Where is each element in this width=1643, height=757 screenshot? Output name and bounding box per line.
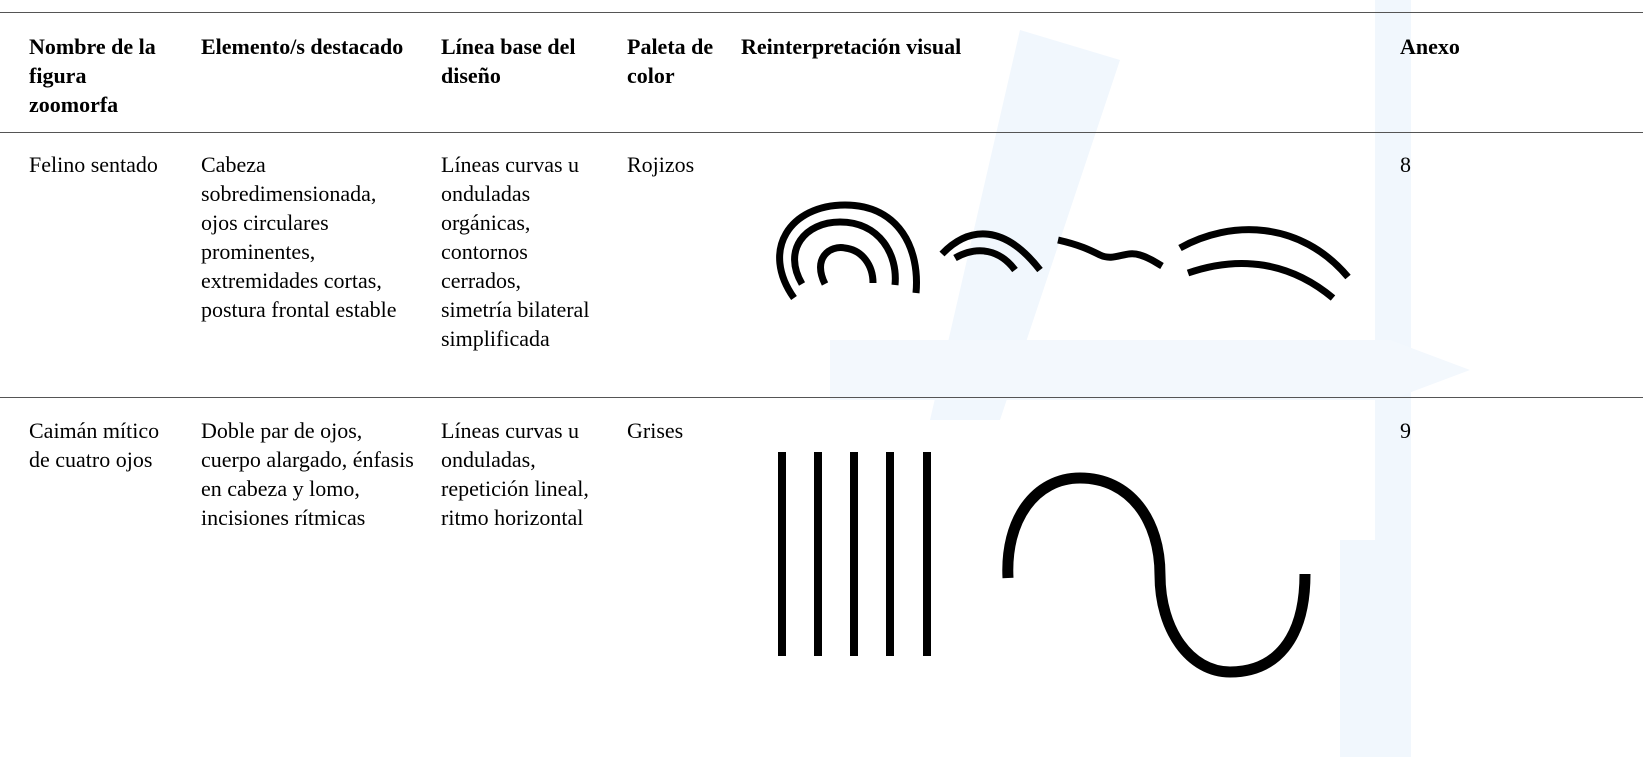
cell-palette: Grises [627, 418, 684, 443]
cell-elements: Cabeza sobredimensionada, ojos circulare… [201, 152, 397, 322]
header-cell: Anexo [1400, 34, 1460, 59]
header-cell: Elemento/s destacado [201, 34, 404, 59]
header-cell: Reinterpretación visual [741, 34, 962, 59]
cell-design: Líneas curvas u onduladas, repetición li… [441, 418, 589, 530]
header-cell: Nombre de la figura zoomorfa [29, 34, 156, 117]
cell-elements: Doble par de ojos, cuerpo alargado, énfa… [201, 418, 414, 530]
cell-annex: 8 [1400, 152, 1411, 177]
cell-name: Felino sentado [29, 152, 158, 177]
rule [0, 12, 1643, 13]
cell-design: Líneas curvas u onduladas orgánicas, con… [441, 152, 590, 351]
feline-drawing [776, 201, 1351, 301]
header-cell: Línea base del diseño [441, 34, 576, 88]
header-cell: Paleta de color [627, 34, 714, 88]
cell-palette: Rojizos [627, 152, 695, 177]
rule [0, 132, 1643, 133]
cell-annex: 9 [1400, 418, 1411, 443]
caiman-drawing [778, 452, 1311, 678]
rule [0, 397, 1643, 398]
cell-name: Caimán mítico de cuatro ojos [29, 418, 160, 472]
